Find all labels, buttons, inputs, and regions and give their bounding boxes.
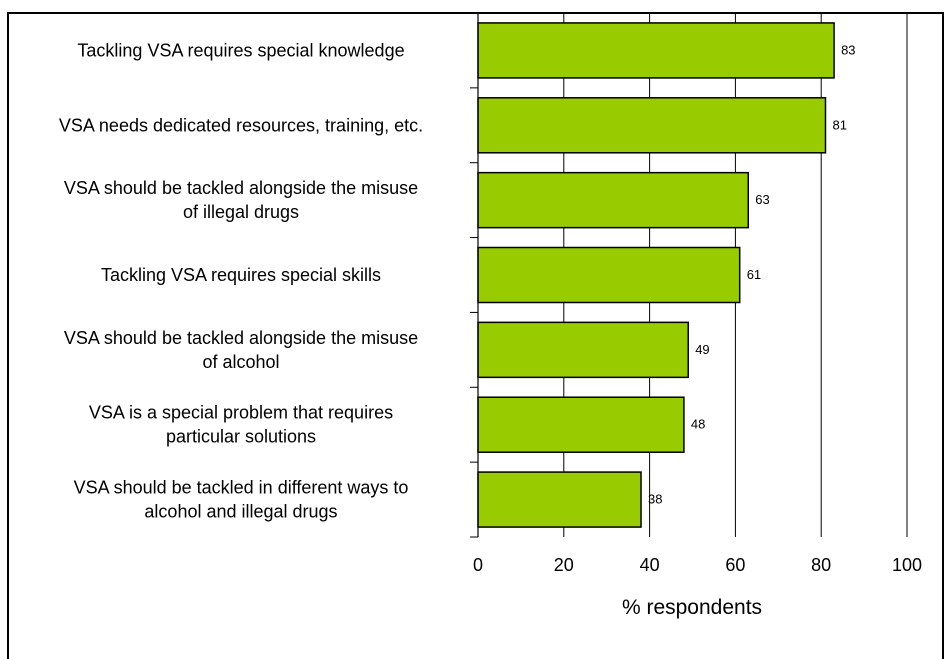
category-label: VSA should be tackled alongside the misu… (64, 328, 418, 372)
data-label: 49 (695, 342, 709, 357)
x-tick-label: 60 (725, 555, 745, 575)
category-label: VSA should be tackled in different ways … (74, 478, 409, 522)
bar (477, 321, 689, 379)
x-axis-title: % respondents (622, 596, 762, 619)
category-label-line: particular solutions (166, 427, 316, 447)
category-label-line: of alcohol (202, 352, 279, 372)
category-label: VSA should be tackled alongside the misu… (64, 178, 418, 222)
data-label: 38 (648, 492, 662, 507)
bar (477, 171, 750, 229)
category-label-line: VSA should be tackled alongside the misu… (64, 328, 418, 348)
bars (477, 22, 835, 528)
data-label: 63 (755, 192, 769, 207)
data-label: 83 (841, 42, 855, 57)
bar (477, 22, 835, 79)
category-label-line: VSA is a special problem that requires (89, 403, 393, 423)
bar (477, 246, 741, 304)
x-tick-label: 20 (554, 555, 574, 575)
bar (477, 471, 642, 528)
category-label-line: Tackling VSA requires special skills (101, 265, 381, 285)
x-tick-label: 80 (811, 555, 831, 575)
category-label: VSA needs dedicated resources, training,… (59, 115, 423, 135)
category-label-line: of illegal drugs (183, 202, 299, 222)
category-label-line: Tackling VSA requires special knowledge (77, 40, 404, 60)
data-label: 81 (832, 117, 846, 132)
category-label-line: VSA should be tackled in different ways … (74, 478, 409, 498)
x-tick-label: 0 (473, 555, 483, 575)
bar (477, 396, 685, 453)
category-label: Tackling VSA requires special skills (101, 265, 381, 285)
axes: 0 20 40 60 80 100 (470, 12, 922, 575)
data-label: 61 (747, 267, 761, 282)
x-tick-label: 40 (640, 555, 660, 575)
category-label-line: alcohol and illegal drugs (144, 502, 337, 522)
data-label: 48 (691, 417, 705, 432)
category-label-line: VSA should be tackled alongside the misu… (64, 178, 418, 198)
labels: 83 Tackling VSA requires special knowledg… (59, 40, 856, 521)
bar (477, 97, 827, 154)
x-tick-label: 100 (892, 555, 922, 575)
category-label-line: VSA needs dedicated resources, training,… (59, 115, 423, 135)
category-label: VSA is a special problem that requires pa… (89, 403, 393, 447)
category-label: Tackling VSA requires special knowledge (77, 40, 404, 60)
